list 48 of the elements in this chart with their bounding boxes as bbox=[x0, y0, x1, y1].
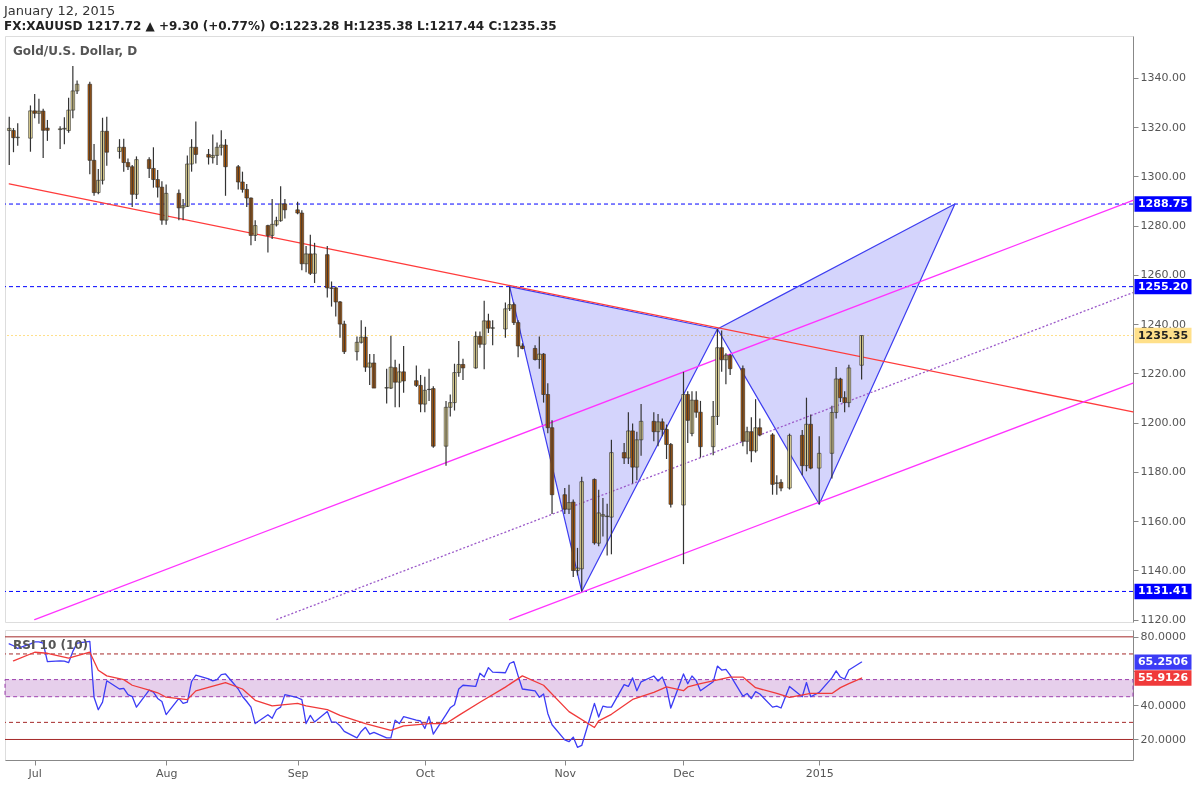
x-tick-label: Jul bbox=[27, 766, 42, 780]
y-tick-label: 1260.00 bbox=[1140, 268, 1186, 282]
chart-subtitle: FX:XAUUSD 1217.72 ▲ +9.30 (+0.77%) O:1223.28 H:1235.38 L:1217.44 C:1235.35 bbox=[4, 18, 557, 33]
y-tick-label: 1160.00 bbox=[1140, 514, 1186, 528]
ref-line-label: 1131.41 bbox=[1137, 584, 1189, 598]
y-tick-label: 1140.00 bbox=[1140, 563, 1186, 577]
ref-line-label: 1288.75 bbox=[1137, 197, 1189, 211]
line-series bbox=[8, 640, 863, 748]
x-tick-label: Sep bbox=[287, 766, 309, 780]
ref-line-label: 1255.20 bbox=[1137, 279, 1189, 293]
candlestick bbox=[121, 138, 126, 173]
candlestick bbox=[817, 435, 822, 505]
y-tick-label: 1200.00 bbox=[1140, 416, 1186, 430]
candlestick bbox=[278, 185, 283, 223]
y-tick-label: 80.0000 bbox=[1140, 630, 1186, 644]
candlestick bbox=[859, 334, 864, 381]
text: 65.2506 bbox=[1137, 655, 1189, 669]
candlestick bbox=[473, 330, 478, 370]
x-tick-label: Aug bbox=[155, 766, 178, 780]
candlestick bbox=[236, 164, 241, 190]
y-tick-label: 1180.00 bbox=[1140, 465, 1186, 479]
y-tick-label: 20.0000 bbox=[1140, 732, 1186, 746]
y-tick-label: 1240.00 bbox=[1140, 317, 1186, 331]
candlestick bbox=[770, 432, 775, 496]
candlestick bbox=[579, 476, 584, 593]
x-tick-label: Oct bbox=[415, 766, 436, 780]
candlestick bbox=[681, 371, 686, 565]
y-tick-label: 40.0000 bbox=[1140, 698, 1186, 712]
text: January 12, 2015 bbox=[3, 2, 116, 18]
y-tick-label: 1220.00 bbox=[1140, 366, 1186, 380]
candlestick bbox=[787, 433, 792, 491]
y-tick-label: 1300.00 bbox=[1140, 169, 1186, 183]
y-tick-label: 1340.00 bbox=[1140, 71, 1186, 85]
x-tick-label: Dec bbox=[673, 766, 695, 780]
candlestick bbox=[7, 116, 12, 166]
ref-line-label: 1235.35 bbox=[1137, 328, 1189, 342]
candlestick bbox=[609, 439, 614, 555]
line-series bbox=[12, 651, 863, 732]
x-tick-label: Nov bbox=[554, 766, 577, 780]
candlestick bbox=[210, 133, 215, 165]
y-tick-label: 1280.00 bbox=[1140, 219, 1186, 233]
candlestick bbox=[384, 368, 389, 405]
candlestick bbox=[562, 487, 567, 515]
y-tick-label: 1320.00 bbox=[1140, 120, 1186, 134]
text: Gold/U.S. Dollar, D bbox=[13, 44, 138, 58]
x-tick-label: 2015 bbox=[805, 766, 834, 780]
text: 55.9126 bbox=[1137, 671, 1189, 685]
y-tick-label: 1120.00 bbox=[1140, 613, 1186, 627]
